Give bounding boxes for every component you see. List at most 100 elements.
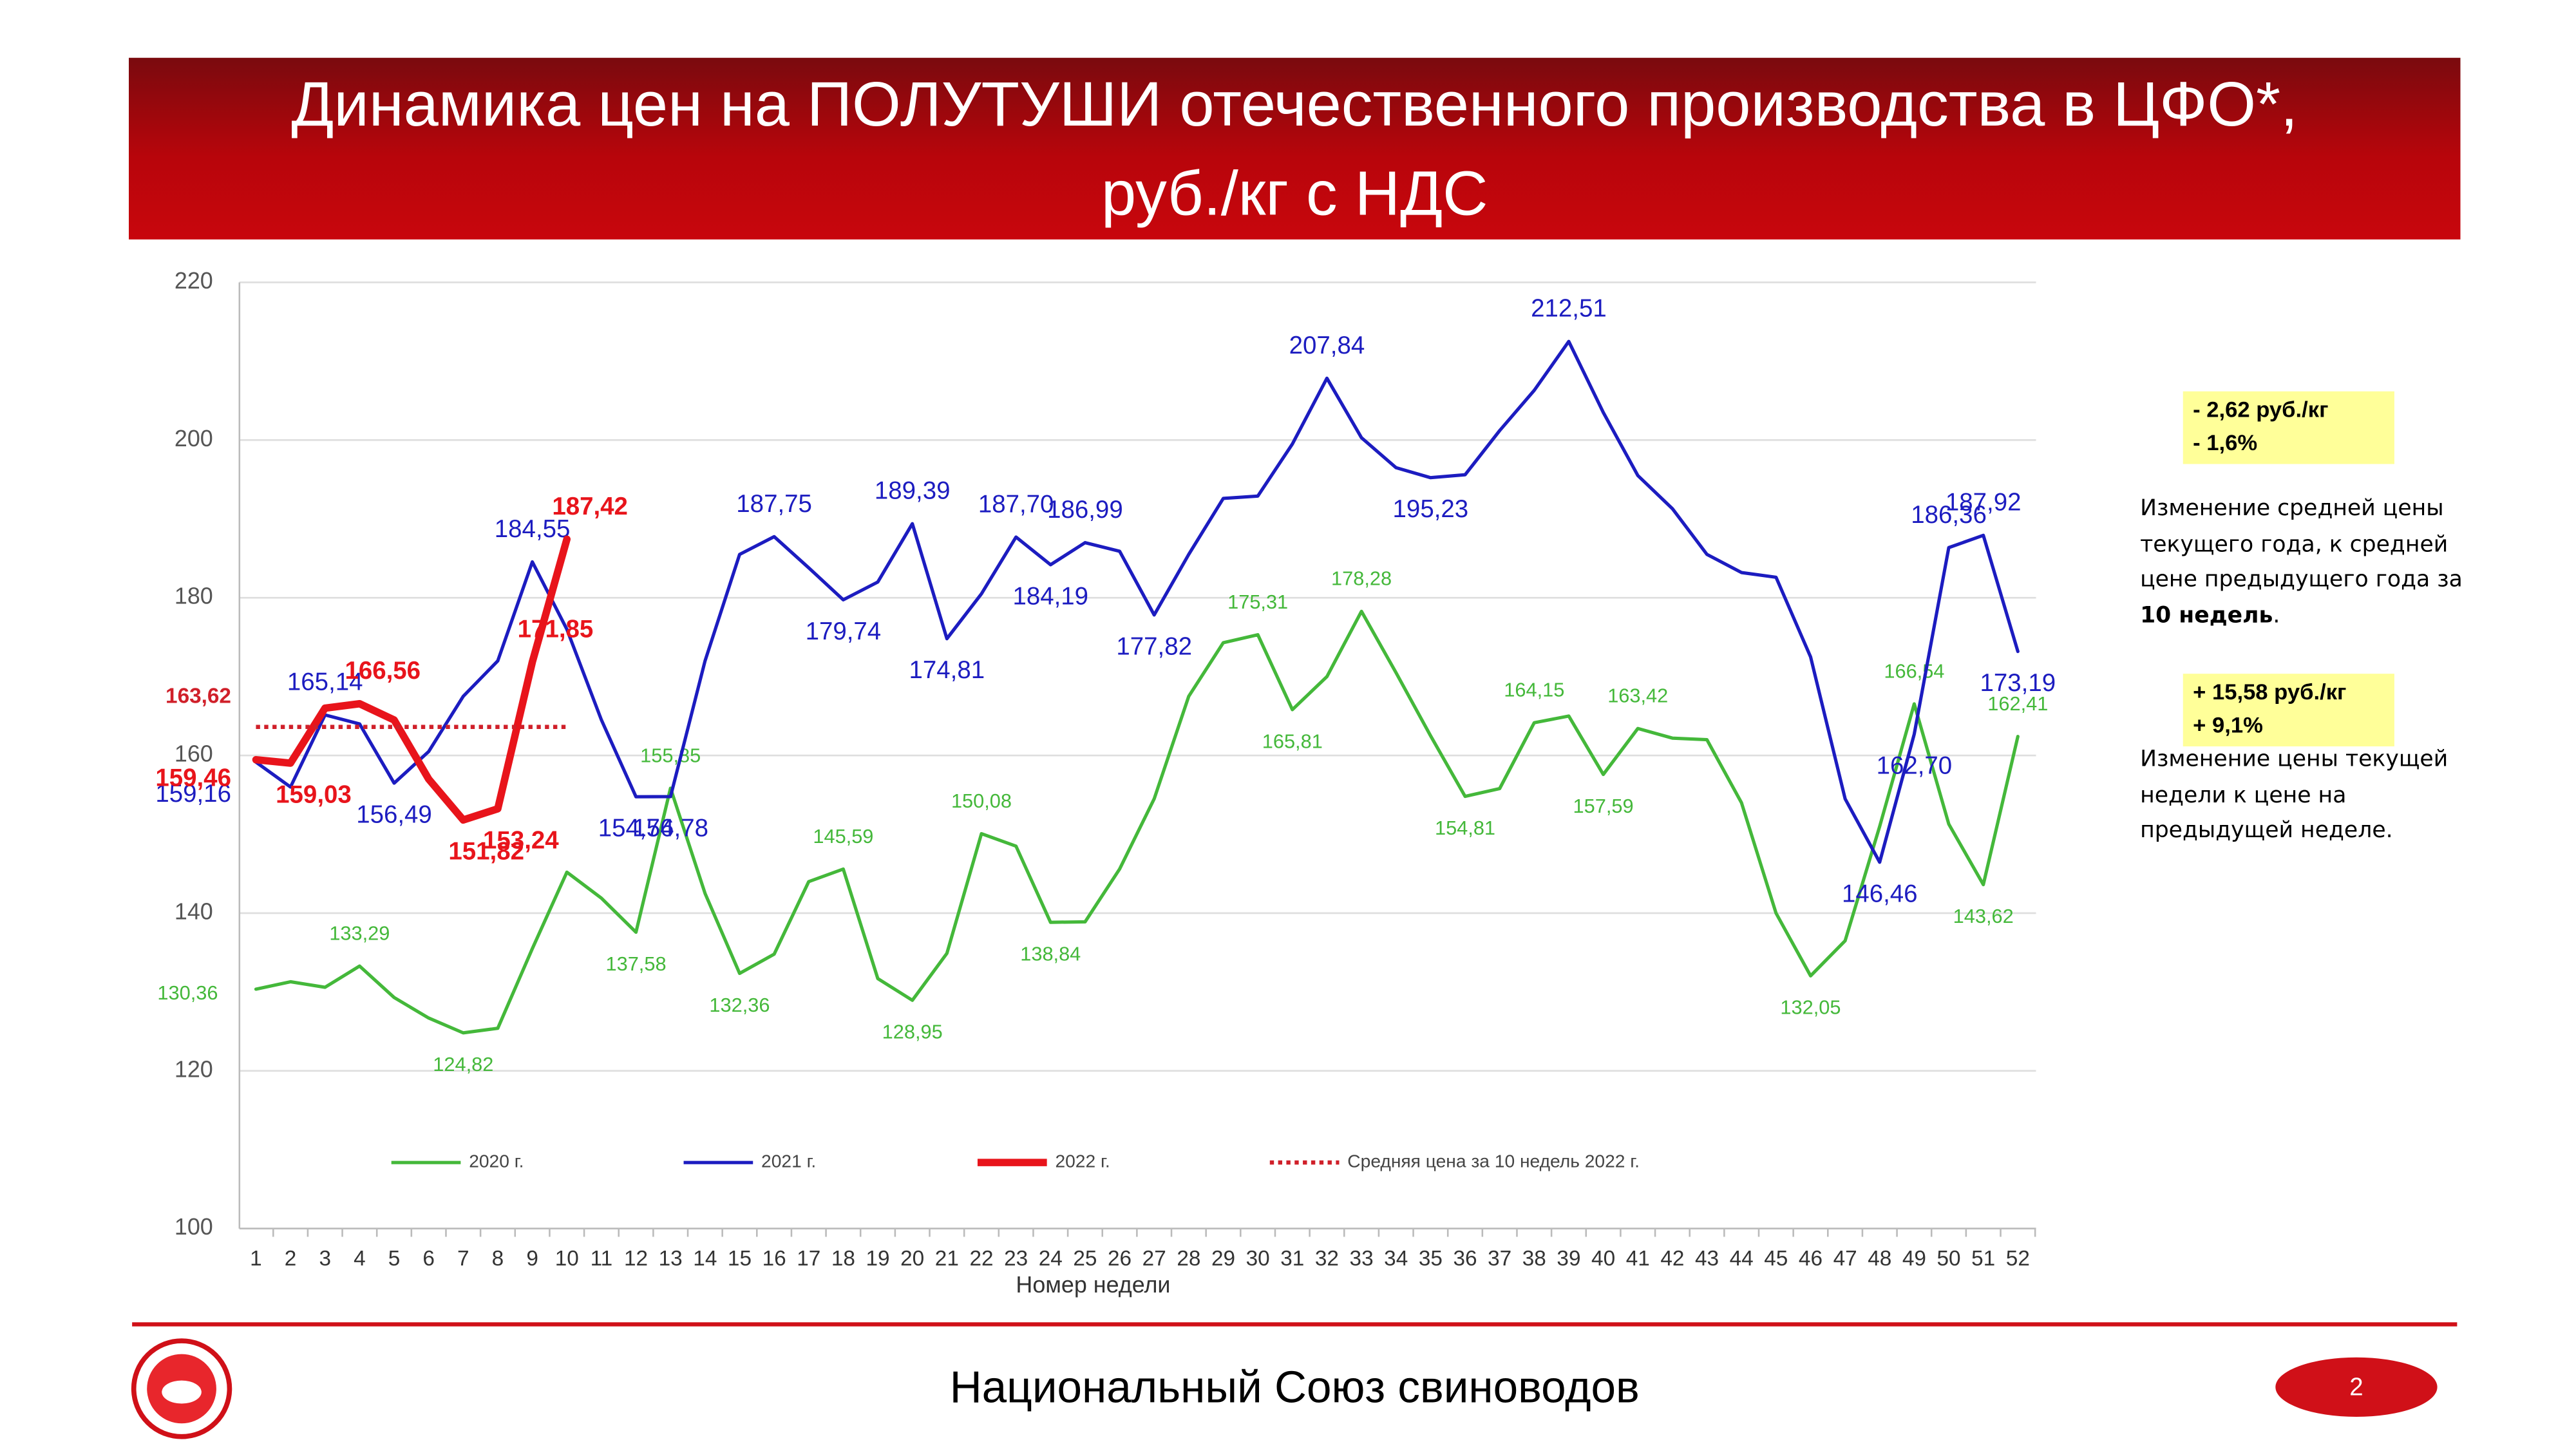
note-paragraph: Изменение цены текущей недели к цене на … [2140,743,2467,850]
data-label: 124,82 [433,1053,493,1075]
data-label: 166,54 [1884,659,1944,682]
data-label: 187,42 [552,493,628,520]
x-tick-label: 44 [1730,1247,1754,1271]
x-tick-label: 50 [1937,1247,1961,1271]
data-label: 187,70 [978,490,1054,518]
x-tick-label: 16 [762,1247,786,1271]
data-label: 154,76 [598,815,674,842]
x-tick-label: 8 [492,1247,504,1271]
data-label: 184,19 [1012,582,1088,610]
data-label: 164,15 [1504,679,1564,701]
x-tick-label: 11 [591,1247,613,1271]
x-tick-label: 1 [250,1247,262,1271]
series-line [252,535,571,824]
x-tick-label: 6 [422,1247,435,1271]
data-label: 150,08 [951,790,1012,812]
data-label: 138,84 [1020,943,1081,965]
note-box-text: - 2,62 руб./кг [2193,398,2328,422]
x-tick-label: 9 [526,1247,538,1271]
x-tick-label: 18 [831,1247,855,1271]
data-label: 130,36 [157,981,218,1004]
data-label: 173,19 [1980,669,2056,697]
legend-label: 2021 г. [761,1151,816,1171]
data-label: 128,95 [882,1021,943,1043]
note-text: Изменение средней цены текущего года, к … [2140,495,2463,629]
x-tick-label: 34 [1384,1247,1408,1271]
data-label: 137,58 [606,952,667,975]
x-tick-label: 42 [1660,1247,1684,1271]
data-label: 133,29 [329,922,390,945]
x-tick-label: 36 [1453,1247,1477,1271]
note-box-text: + 15,58 руб./кг [2193,680,2346,705]
y-tick-label: 180 [175,583,213,609]
x-tick-label: 46 [1799,1247,1823,1271]
x-tick-label: 41 [1626,1247,1650,1271]
page-badge [2275,1357,2438,1417]
page-number: 2 [2349,1374,2363,1401]
data-label: 195,23 [1393,495,1469,523]
x-tick-label: 19 [866,1247,890,1271]
y-tick-label: 220 [175,268,213,294]
y-tick-label: 100 [175,1214,213,1240]
x-tick-label: 27 [1142,1247,1166,1271]
data-label: 174,81 [909,656,985,684]
x-tick-label: 43 [1695,1247,1719,1271]
data-label: 162,41 [1987,692,2048,715]
x-tick-label: 4 [354,1247,366,1271]
x-tick-label: 38 [1522,1247,1546,1271]
data-label: 187,75 [736,490,812,518]
data-label: 157,59 [1573,795,1634,817]
data-label: 163,62 [166,684,231,708]
note-box [2183,674,2394,746]
data-label: 155,85 [640,744,701,766]
data-label: 163,42 [1607,685,1668,707]
note-text-part: 10 недель [2140,602,2273,629]
notes: - 2,62 руб./кг - 1,6% Изменение средней це… [2140,391,2467,850]
note-box-text: + 9,1% [2193,713,2263,737]
x-tick-label: 5 [388,1247,401,1271]
y-tick-label: 200 [175,426,213,451]
data-label: 175,31 [1227,591,1288,613]
data-label: 154,78 [632,814,708,842]
note-text-part: Изменение цены текущей недели к цене на … [2140,746,2448,844]
x-tick-label: 49 [1902,1247,1926,1271]
data-label: 151,82 [448,838,524,866]
note-box [2183,391,2394,464]
x-tick-label: 45 [1764,1247,1788,1271]
x-tick-label: 30 [1246,1247,1270,1271]
legend-label: 2022 г. [1055,1151,1110,1171]
x-tick-label: 25 [1073,1247,1097,1271]
x-tick-label: 48 [1868,1247,1891,1271]
legend-label: Средняя цена за 10 недель 2022 г. [1347,1151,1640,1171]
x-tick-label: 33 [1350,1247,1374,1271]
x-axis-title: Номер недели [1016,1272,1170,1298]
y-tick-label: 120 [175,1056,213,1082]
data-label: 178,28 [1331,567,1392,590]
data-label: 159,46 [155,764,231,792]
x-tick-label: 28 [1177,1247,1200,1271]
y-tick-label: 160 [175,741,213,767]
x-tick-label: 7 [457,1247,469,1271]
title-line: Динамика цен на ПОЛУТУШИ отечественного … [291,69,2298,139]
x-tick-label: 13 [659,1247,683,1271]
data-label: 179,74 [806,618,882,645]
x-tick-label: 12 [624,1247,648,1271]
legend-label: 2020 г. [469,1151,524,1171]
x-tick-label: 29 [1211,1247,1235,1271]
data-label: 189,39 [875,477,951,505]
data-label: 177,82 [1116,632,1192,660]
data-label: 159,16 [155,780,231,808]
note-box-text: - 1,6% [2193,431,2257,455]
x-tick-label: 21 [935,1247,959,1271]
x-tick-label: 24 [1039,1247,1063,1271]
data-label: 153,24 [483,826,559,854]
x-tick-label: 3 [319,1247,331,1271]
x-tick-label: 31 [1280,1247,1304,1271]
x-tick-label: 10 [555,1247,579,1271]
data-label: 165,14 [287,668,363,696]
x-tick-label: 40 [1591,1247,1615,1271]
data-label: 162,70 [1877,752,1953,779]
y-tick-label: 140 [175,898,213,924]
x-tick-label: 39 [1557,1247,1580,1271]
